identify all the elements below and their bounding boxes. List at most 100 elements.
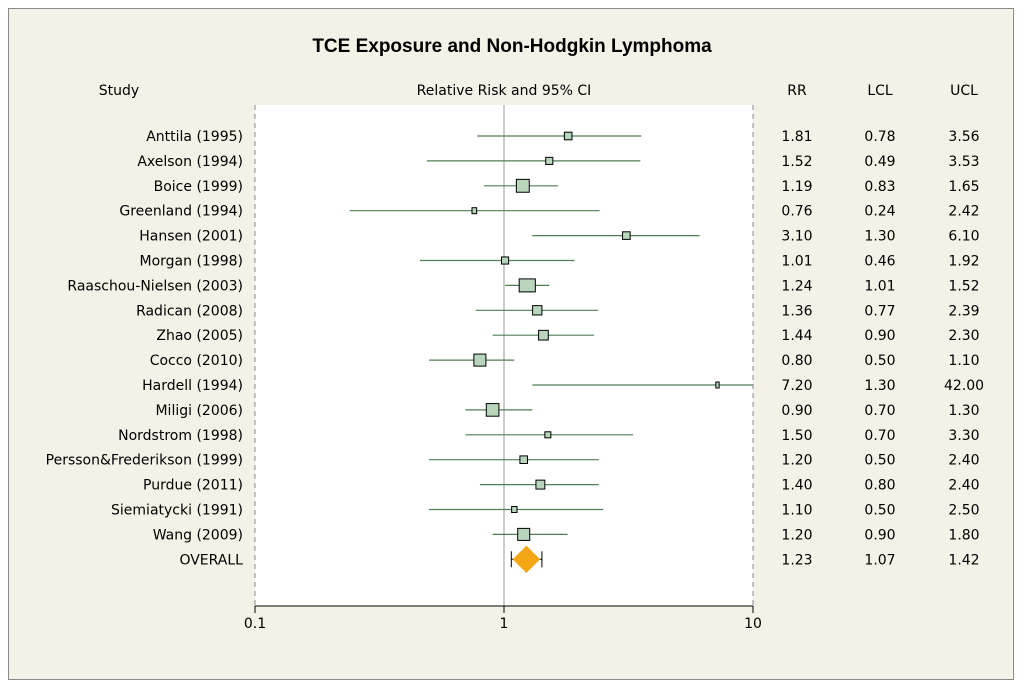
ucl-value: 2.40	[948, 453, 979, 469]
study-label: Boice (1999)	[154, 179, 243, 195]
estimate-box	[485, 403, 500, 417]
lcl-value: 1.30	[864, 229, 895, 245]
study-label: Wang (2009)	[153, 527, 243, 543]
ucl-value: 2.30	[948, 328, 979, 344]
ucl-value: 6.10	[948, 229, 979, 245]
overall-label: OVERALL	[179, 552, 243, 568]
ucl-value: 2.39	[948, 303, 979, 319]
study-label: Siemiatycki (1991)	[111, 503, 243, 519]
x-tick-label: 10	[744, 616, 762, 632]
lcl-value: 0.70	[864, 403, 895, 419]
ucl-value: 3.30	[948, 428, 979, 444]
ucl-value: 1.80	[948, 527, 979, 543]
study-label: Morgan (1998)	[140, 254, 244, 270]
column-header-lcl: LCL	[867, 83, 893, 99]
lcl-value: 0.50	[864, 503, 895, 519]
study-label: Greenland (1994)	[119, 204, 243, 220]
estimate-box	[471, 207, 478, 215]
study-label: Hansen (2001)	[139, 229, 243, 245]
estimate-box	[515, 178, 530, 193]
study-label: Raaschou-Nielsen (2003)	[67, 278, 243, 294]
ucl-value: 1.30	[948, 403, 979, 419]
overall-diamond	[512, 545, 541, 574]
lcl-value: 0.77	[864, 303, 895, 319]
rr-value: 3.10	[781, 229, 812, 245]
ucl-value: 3.53	[948, 154, 979, 170]
estimate-box	[622, 231, 631, 240]
lcl-value: 0.80	[864, 478, 895, 494]
column-header-ucl: UCL	[950, 83, 978, 99]
study-label: Persson&Frederikson (1999)	[46, 453, 243, 469]
lcl-value: 1.01	[864, 278, 895, 294]
ucl-value: 2.50	[948, 503, 979, 519]
ucl-value: 1.92	[948, 254, 979, 270]
estimate-box	[473, 353, 487, 367]
estimate-box	[501, 256, 510, 265]
estimate-box	[535, 479, 546, 490]
x-tick-label: 1	[500, 616, 509, 632]
ucl-value: 42.00	[944, 378, 984, 394]
column-header-study: Study	[99, 83, 139, 99]
study-label: Anttila (1995)	[146, 129, 243, 145]
ucl-value: 1.65	[948, 179, 979, 195]
lcl-value: 0.90	[864, 527, 895, 543]
ucl-value: 1.10	[948, 353, 979, 369]
x-axis	[254, 605, 754, 613]
study-label: Zhao (2005)	[156, 328, 243, 344]
rr-value: 0.76	[781, 204, 812, 220]
estimate-box	[518, 278, 536, 293]
lcl-value: 0.49	[864, 154, 895, 170]
study-label: Hardell (1994)	[142, 378, 243, 394]
estimate-box	[563, 131, 573, 141]
x-tick-label: 0.1	[244, 616, 266, 632]
chart-frame: TCE Exposure and Non-Hodgkin Lymphoma St…	[8, 8, 1014, 680]
lcl-value: 0.78	[864, 129, 895, 145]
rr-value: 1.01	[781, 254, 812, 270]
ucl-value: 2.42	[948, 204, 979, 220]
estimate-box	[538, 329, 549, 341]
column-header-plot: Relative Risk and 95% CI	[417, 83, 592, 99]
estimate-box	[532, 305, 543, 316]
forest-plot: TCE Exposure and Non-Hodgkin Lymphoma St…	[46, 36, 984, 632]
rr-value: 1.36	[781, 303, 812, 319]
rr-value: 1.50	[781, 428, 812, 444]
study-label: Miligi (2006)	[155, 403, 243, 419]
rr-value: 1.19	[781, 179, 812, 195]
rr-value: 1.52	[781, 154, 812, 170]
marks-group	[349, 131, 753, 574]
estimate-box	[511, 506, 518, 513]
rr-value: 1.40	[781, 478, 812, 494]
study-label: Nordstrom (1998)	[118, 428, 243, 444]
lcl-value: 1.30	[864, 378, 895, 394]
lcl-value: 0.24	[864, 204, 895, 220]
ucl-value: 3.56	[948, 129, 979, 145]
rr-value: 7.20	[781, 378, 812, 394]
estimate-box	[715, 381, 720, 389]
overall-lcl-value: 1.07	[864, 552, 895, 568]
study-label: Axelson (1994)	[137, 154, 243, 170]
chart-title: TCE Exposure and Non-Hodgkin Lymphoma	[312, 36, 712, 57]
lcl-value: 0.50	[864, 353, 895, 369]
overall-ucl-value: 1.42	[948, 552, 979, 568]
estimate-box	[517, 527, 531, 541]
overall-rr-value: 1.23	[781, 552, 812, 568]
ucl-value: 1.52	[948, 278, 979, 294]
lcl-value: 0.50	[864, 453, 895, 469]
estimate-box	[545, 156, 554, 165]
ucl-value: 2.40	[948, 478, 979, 494]
rr-value: 1.20	[781, 453, 812, 469]
rr-value: 0.80	[781, 353, 812, 369]
estimate-box	[544, 431, 552, 439]
study-label: Cocco (2010)	[150, 353, 243, 369]
rr-value: 0.90	[781, 403, 812, 419]
lcl-value: 0.46	[864, 254, 895, 270]
study-label: Purdue (2011)	[143, 478, 243, 494]
estimate-box	[519, 455, 529, 465]
rr-value: 1.81	[781, 129, 812, 145]
rr-value: 1.10	[781, 503, 812, 519]
rr-value: 1.24	[781, 278, 812, 294]
study-label: Radican (2008)	[136, 303, 243, 319]
rr-value: 1.44	[781, 328, 812, 344]
lcl-value: 0.90	[864, 328, 895, 344]
lcl-value: 0.70	[864, 428, 895, 444]
